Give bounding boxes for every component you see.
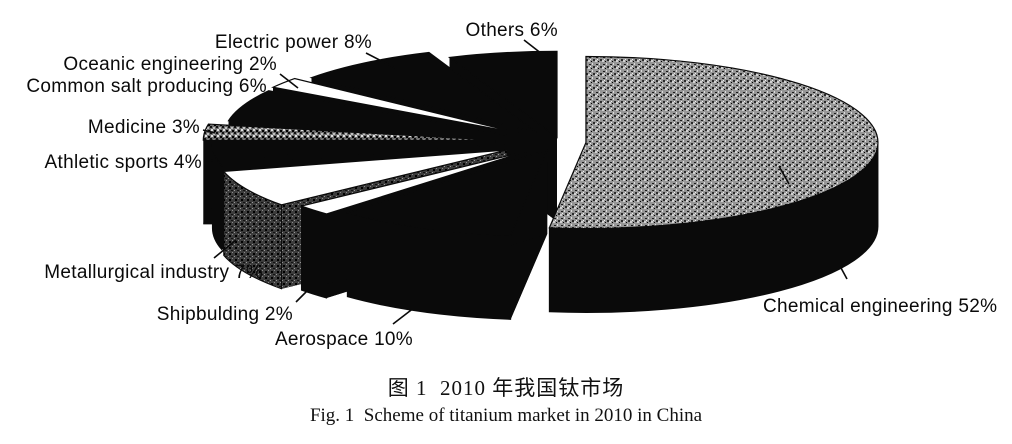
pie-chart: Chemical engineering 52% Aerospace 10% Shi… [26, 20, 997, 350]
pie-label-athletic-sports: Athletic sports 4% [45, 152, 202, 173]
pie-label-common-salt-producing: Common salt producing 6% [26, 76, 267, 97]
pie-slice-aerospace [345, 149, 549, 320]
leader-tick-chemical-engineering [778, 165, 790, 185]
pie-label-others: Others 6% [466, 20, 558, 41]
pie-label-medicine: Medicine 3% [88, 117, 200, 138]
leader-line-electric-power [365, 52, 396, 69]
leader-line-athletic-sports [205, 154, 289, 162]
pie-label-shipbulding: Shipbulding 2% [157, 304, 293, 325]
pie-label-metallurgical-industry: Metallurgical industry 7% [44, 262, 263, 283]
pie-label-chemical-engineering: Chemical engineering 52% [763, 296, 997, 317]
pie-slice-chemical-engineering [548, 55, 879, 313]
pie-label-aerospace: Aerospace 10% [275, 329, 413, 350]
leader-line-metallurgical-industry [213, 239, 237, 259]
pie-label-oceanic-engineering: Oceanic engineering 2% [63, 54, 277, 75]
leader-line-common-salt-producing [267, 95, 285, 111]
leader-line-shipbulding [295, 280, 318, 303]
figure-caption-en: Fig. 1 Scheme of titanium market in 2010… [309, 405, 703, 426]
leader-line-oceanic-engineering [279, 73, 299, 89]
leader-line-medicine [202, 129, 216, 134]
pie-label-electric-power: Electric power 8% [215, 32, 372, 53]
leader-line-aerospace [392, 303, 420, 325]
leader-line-others [523, 39, 543, 55]
figure-caption-zh: 图 1 2010 年我国钛市场 [387, 376, 625, 400]
leader-line-chemical-engineering [833, 254, 848, 280]
